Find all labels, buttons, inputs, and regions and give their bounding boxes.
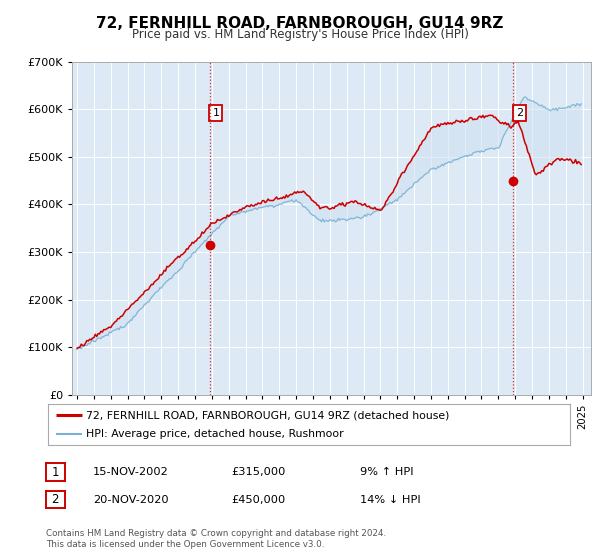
Text: 1: 1 bbox=[212, 108, 220, 118]
Text: Contains HM Land Registry data © Crown copyright and database right 2024.: Contains HM Land Registry data © Crown c… bbox=[46, 529, 386, 538]
Text: 2: 2 bbox=[515, 108, 523, 118]
Text: 14% ↓ HPI: 14% ↓ HPI bbox=[360, 494, 421, 505]
Text: 2: 2 bbox=[52, 493, 59, 506]
Text: 9% ↑ HPI: 9% ↑ HPI bbox=[360, 467, 413, 477]
Text: 15-NOV-2002: 15-NOV-2002 bbox=[93, 467, 169, 477]
Text: 1: 1 bbox=[52, 465, 59, 479]
Text: 72, FERNHILL ROAD, FARNBOROUGH, GU14 9RZ: 72, FERNHILL ROAD, FARNBOROUGH, GU14 9RZ bbox=[97, 16, 503, 31]
Text: £315,000: £315,000 bbox=[231, 467, 286, 477]
Text: 72, FERNHILL ROAD, FARNBOROUGH, GU14 9RZ (detached house): 72, FERNHILL ROAD, FARNBOROUGH, GU14 9RZ… bbox=[86, 410, 449, 421]
Text: £450,000: £450,000 bbox=[231, 494, 285, 505]
Text: Price paid vs. HM Land Registry's House Price Index (HPI): Price paid vs. HM Land Registry's House … bbox=[131, 28, 469, 41]
Text: HPI: Average price, detached house, Rushmoor: HPI: Average price, detached house, Rush… bbox=[86, 429, 344, 439]
Text: 20-NOV-2020: 20-NOV-2020 bbox=[93, 494, 169, 505]
Text: This data is licensed under the Open Government Licence v3.0.: This data is licensed under the Open Gov… bbox=[46, 540, 324, 549]
